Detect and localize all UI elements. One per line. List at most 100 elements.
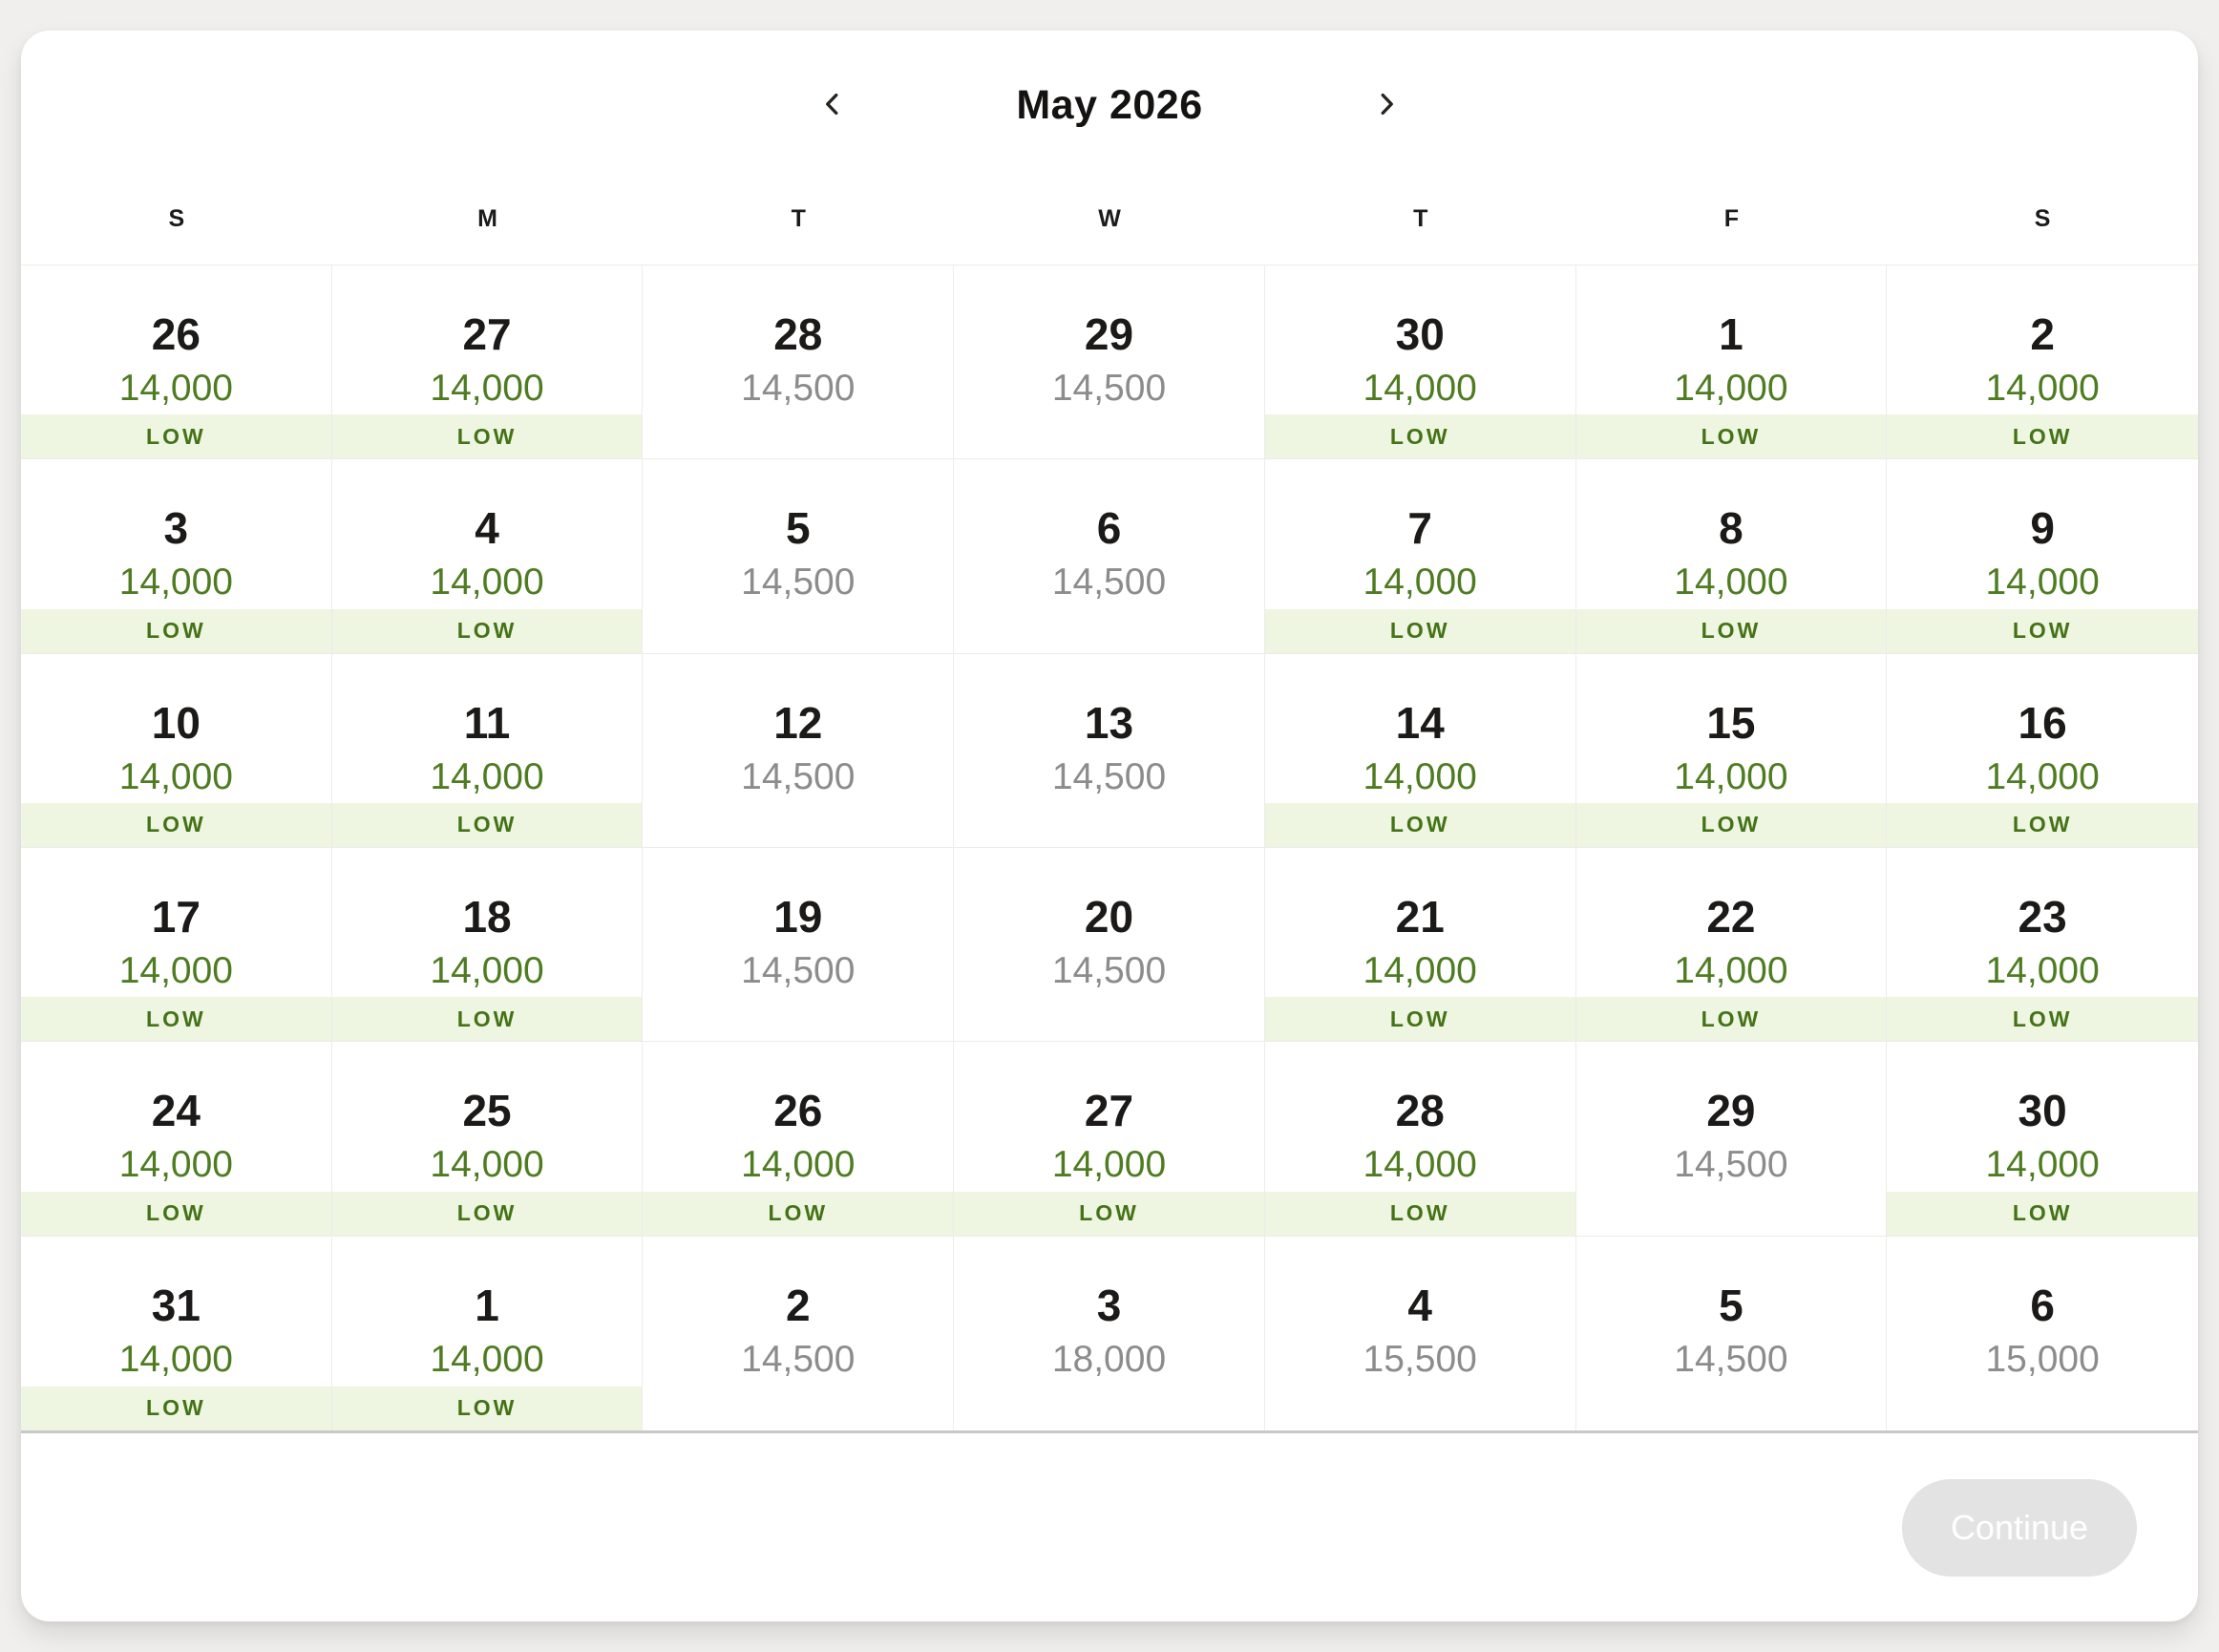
- day-price: 14,000: [1985, 1144, 2100, 1186]
- day-cell-6[interactable]: 6 15,000: [1887, 1236, 2198, 1430]
- day-price: 14,500: [741, 1338, 856, 1380]
- day-cell-26[interactable]: 26 14,000 LOW: [21, 265, 332, 460]
- day-cell-16[interactable]: 16 14,000 LOW: [1887, 653, 2198, 848]
- day-number: 4: [1407, 1280, 1432, 1330]
- fare-level-badge: LOW: [1575, 608, 1887, 653]
- day-number: 27: [462, 309, 512, 359]
- day-cell-22[interactable]: 22 14,000 LOW: [1575, 847, 1888, 1043]
- day-cell-23[interactable]: 23 14,000 LOW: [1887, 847, 2198, 1043]
- day-price: 14,000: [1985, 561, 2100, 604]
- day-price: 14,500: [741, 949, 856, 991]
- day-number: 11: [463, 697, 511, 748]
- day-number: 6: [1096, 503, 1122, 554]
- day-cell-5[interactable]: 5 14,500: [643, 459, 955, 654]
- day-price: 14,500: [1051, 949, 1167, 991]
- day-cell-30[interactable]: 30 14,000 LOW: [1887, 1042, 2198, 1237]
- day-number: 17: [151, 891, 201, 942]
- day-cell-8[interactable]: 8 14,000 LOW: [1575, 459, 1888, 654]
- day-cell-9[interactable]: 9 14,000 LOW: [1887, 459, 2198, 654]
- day-cell-2[interactable]: 2 14,000 LOW: [1887, 265, 2198, 460]
- day-price: 14,000: [1674, 368, 1788, 409]
- day-number: 10: [151, 697, 201, 748]
- fare-level-badge: LOW: [1887, 608, 2198, 653]
- day-number: 23: [2018, 891, 2067, 942]
- day-price: 15,500: [1363, 1338, 1477, 1380]
- day-cell-28[interactable]: 28 14,500: [643, 265, 955, 460]
- day-price: 14,000: [118, 368, 233, 409]
- fare-level-badge: LOW: [1887, 997, 2198, 1042]
- day-cell-31[interactable]: 31 14,000 LOW: [21, 1236, 332, 1430]
- day-cell-4[interactable]: 4 15,500: [1264, 1236, 1576, 1430]
- fare-level-badge: LOW: [331, 997, 643, 1042]
- day-cell-21[interactable]: 21 14,000 LOW: [1264, 847, 1576, 1043]
- day-number: 31: [151, 1280, 201, 1330]
- fare-level-badge: LOW: [1264, 997, 1575, 1042]
- day-cell-29[interactable]: 29 14,500: [954, 265, 1265, 460]
- day-cell-27[interactable]: 27 14,000 LOW: [954, 1042, 1265, 1237]
- day-price: 14,000: [1363, 755, 1477, 797]
- fare-level-badge: LOW: [331, 1191, 643, 1236]
- day-price: 14,500: [741, 561, 856, 604]
- fare-level-badge: LOW: [21, 608, 331, 653]
- day-price: 14,000: [1363, 1144, 1477, 1186]
- fare-level-badge: LOW: [954, 1191, 1264, 1236]
- fare-level-badge: LOW: [1887, 1191, 2198, 1236]
- fare-level-badge: LOW: [331, 1386, 643, 1430]
- day-cell-1[interactable]: 1 14,000 LOW: [1575, 265, 1888, 460]
- day-cell-13[interactable]: 13 14,500: [954, 653, 1265, 848]
- day-number: 20: [1084, 891, 1134, 942]
- weekday-label: S: [2034, 205, 2051, 232]
- day-cell-30[interactable]: 30 14,000 LOW: [1264, 265, 1576, 460]
- day-cell-12[interactable]: 12 14,500: [643, 653, 955, 848]
- day-cell-4[interactable]: 4 14,000 LOW: [331, 459, 644, 654]
- day-cell-19[interactable]: 19 14,500: [643, 847, 955, 1043]
- day-price: 14,500: [741, 368, 856, 409]
- day-price: 14,500: [1674, 1338, 1788, 1380]
- day-cell-24[interactable]: 24 14,000 LOW: [21, 1042, 332, 1237]
- day-cell-3[interactable]: 3 18,000: [954, 1236, 1265, 1430]
- day-number: 16: [2018, 697, 2067, 748]
- day-price: 14,000: [1363, 949, 1477, 991]
- day-number: 9: [2030, 503, 2055, 554]
- day-price: 14,000: [1674, 949, 1788, 991]
- day-price: 14,000: [1051, 1144, 1167, 1186]
- day-cell-10[interactable]: 10 14,000 LOW: [21, 653, 332, 848]
- day-cell-3[interactable]: 3 14,000 LOW: [21, 459, 332, 654]
- fare-level-badge: LOW: [1264, 802, 1575, 847]
- day-cell-17[interactable]: 17 14,000 LOW: [21, 847, 332, 1043]
- day-cell-25[interactable]: 25 14,000 LOW: [331, 1042, 644, 1237]
- prev-month-button[interactable]: [802, 74, 863, 136]
- day-cell-29[interactable]: 29 14,500: [1575, 1042, 1888, 1237]
- day-cell-5[interactable]: 5 14,500: [1575, 1236, 1888, 1430]
- weekday-label: T: [791, 205, 806, 232]
- day-cell-26[interactable]: 26 14,000 LOW: [643, 1042, 955, 1237]
- day-cell-27[interactable]: 27 14,000 LOW: [331, 265, 644, 460]
- day-price: 14,000: [118, 1144, 233, 1186]
- day-price: 14,000: [430, 1338, 544, 1380]
- day-cell-1[interactable]: 1 14,000 LOW: [331, 1236, 644, 1430]
- calendar-header: May 2026: [21, 31, 2198, 180]
- day-number: 1: [1719, 309, 1744, 359]
- day-cell-15[interactable]: 15 14,000 LOW: [1575, 653, 1888, 848]
- fare-level-badge: LOW: [331, 802, 643, 847]
- fare-level-badge: LOW: [21, 1191, 331, 1236]
- day-cell-6[interactable]: 6 14,500: [954, 459, 1265, 654]
- day-cell-11[interactable]: 11 14,000 LOW: [331, 653, 644, 848]
- day-number: 6: [2030, 1280, 2055, 1330]
- day-cell-7[interactable]: 7 14,000 LOW: [1264, 459, 1576, 654]
- continue-button[interactable]: Continue: [1902, 1478, 2137, 1577]
- day-cell-28[interactable]: 28 14,000 LOW: [1264, 1042, 1576, 1237]
- fare-level-badge: LOW: [1264, 414, 1575, 459]
- day-price: 14,000: [430, 755, 544, 797]
- day-price: 14,000: [118, 561, 233, 604]
- day-cell-14[interactable]: 14 14,000 LOW: [1264, 653, 1576, 848]
- day-cell-20[interactable]: 20 14,500: [954, 847, 1265, 1043]
- day-cell-18[interactable]: 18 14,000 LOW: [331, 847, 644, 1043]
- day-cell-2[interactable]: 2 14,500: [643, 1236, 955, 1430]
- next-month-button[interactable]: [1356, 74, 1417, 136]
- weekday-label: M: [477, 205, 497, 232]
- day-number: 19: [773, 891, 823, 942]
- day-number: 25: [462, 1086, 512, 1136]
- fare-level-badge: LOW: [21, 802, 331, 847]
